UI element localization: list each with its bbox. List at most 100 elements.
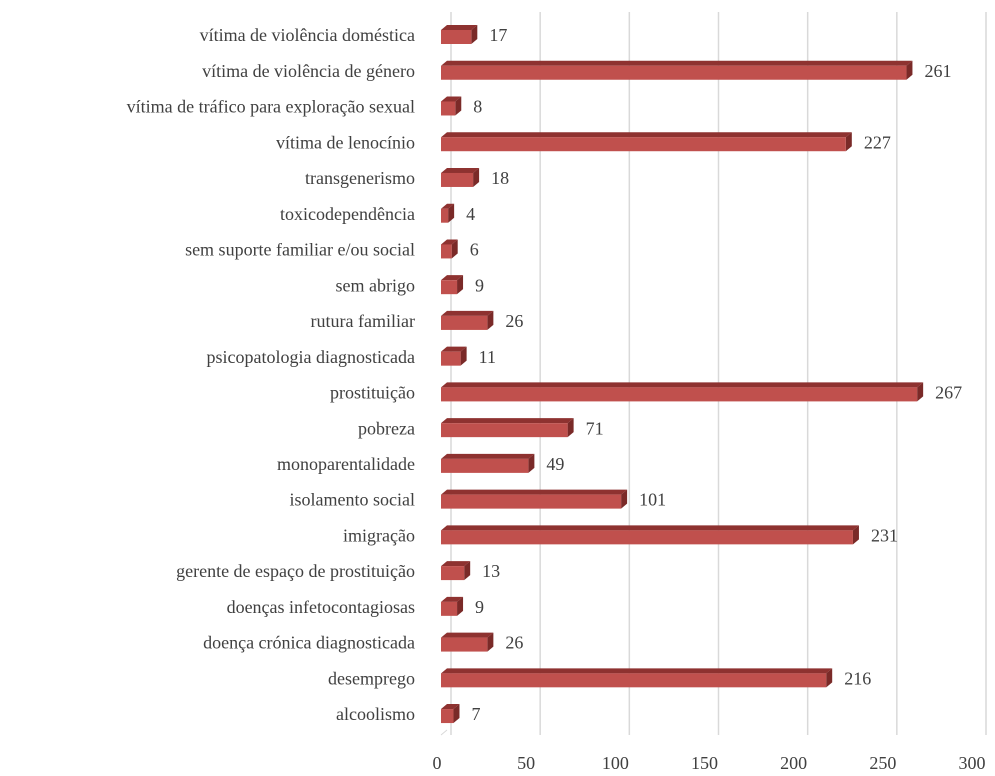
- bar-top: [441, 346, 467, 352]
- bar: [441, 167, 480, 187]
- bar-top: [441, 382, 924, 388]
- bar: [441, 704, 460, 724]
- bar-front: [441, 494, 622, 509]
- bar-side: [567, 418, 574, 438]
- y-tick-label: monoparentalidade: [277, 454, 415, 474]
- bar-side: [917, 382, 924, 402]
- bar: [441, 132, 852, 152]
- y-tick-label: gerente de espaço de prostituição: [176, 561, 415, 581]
- bar-front: [441, 351, 461, 366]
- bar-front: [441, 601, 458, 616]
- bar-front: [441, 280, 458, 295]
- bar-top: [441, 96, 462, 102]
- y-tick-label: vítima de violência de género: [202, 61, 415, 81]
- data-label: 101: [639, 490, 666, 510]
- bar-front: [441, 423, 568, 438]
- bar-top: [441, 489, 628, 495]
- y-tick-label: desemprego: [328, 668, 415, 688]
- bar-side: [826, 668, 833, 688]
- bar: [441, 25, 478, 44]
- bar-front: [441, 637, 488, 652]
- y-tick-label: toxicodependência: [280, 204, 415, 224]
- bar-top: [441, 60, 913, 66]
- bar-side: [528, 453, 535, 473]
- bar-front: [441, 101, 456, 116]
- data-label: 231: [871, 525, 898, 545]
- data-label: 8: [473, 97, 482, 117]
- bar-side: [451, 239, 458, 259]
- y-tick-label: prostituição: [330, 383, 415, 403]
- bar-front: [441, 208, 449, 223]
- bar-top: [441, 275, 464, 281]
- data-label: 9: [475, 597, 484, 617]
- bar-side: [473, 167, 480, 187]
- bar-side: [448, 203, 455, 223]
- y-tick-label: doenças infetocontagiosas: [227, 597, 415, 617]
- bar-top: [441, 704, 460, 710]
- data-label: 9: [475, 275, 484, 295]
- bar: [441, 525, 859, 545]
- bar-front: [441, 137, 846, 152]
- bar-top: [441, 668, 833, 674]
- y-tick-label: imigração: [343, 525, 415, 545]
- y-tick-label: alcoolismo: [336, 704, 415, 724]
- data-label: 4: [466, 204, 475, 224]
- bar: [441, 346, 467, 366]
- bar: [441, 60, 913, 80]
- axis-line: [440, 729, 448, 736]
- bar-side: [471, 25, 478, 44]
- bar-side: [457, 596, 464, 616]
- bar-top: [441, 167, 480, 173]
- bar-top: [441, 25, 478, 30]
- bar-side: [464, 561, 471, 581]
- bar: [441, 382, 924, 402]
- data-label: 267: [935, 383, 962, 403]
- bar-top: [441, 310, 494, 316]
- y-tick-label: pobreza: [358, 418, 415, 438]
- bar-top: [441, 239, 458, 245]
- bar-front: [441, 30, 472, 44]
- data-label: 216: [844, 668, 871, 688]
- x-tick-label: 200: [780, 753, 807, 773]
- data-label: 71: [586, 418, 604, 438]
- bar-side: [487, 632, 494, 652]
- bar-top: [441, 132, 852, 138]
- bar: [441, 275, 464, 295]
- bar-top: [441, 632, 494, 638]
- bar-side: [460, 346, 467, 366]
- y-tick-label: vítima de violência doméstica: [200, 25, 415, 45]
- data-label: 17: [489, 25, 507, 45]
- bar-side: [852, 525, 859, 545]
- bar: [441, 239, 458, 259]
- data-label: 7: [471, 704, 480, 724]
- bar-front: [441, 172, 474, 187]
- data-label: 18: [491, 168, 509, 188]
- x-tick-label: 300: [959, 753, 986, 773]
- bar: [441, 489, 628, 509]
- bar-top: [441, 525, 859, 531]
- bar-side: [487, 310, 494, 330]
- bar: [441, 561, 471, 581]
- y-tick-label: transgenerismo: [305, 168, 415, 188]
- y-tick-label: vítima de tráfico para exploração sexual: [127, 97, 415, 117]
- data-label: 13: [482, 561, 500, 581]
- x-tick-label: 150: [691, 753, 718, 773]
- x-tick-label: 50: [517, 753, 535, 773]
- data-label: 11: [479, 347, 496, 367]
- bar: [441, 632, 494, 652]
- x-tick-label: 100: [602, 753, 629, 773]
- x-tick-label: 250: [869, 753, 896, 773]
- bar-top: [441, 203, 455, 209]
- bar-front: [441, 65, 907, 80]
- y-tick-label: sem suporte familiar e/ou social: [185, 240, 415, 260]
- bar-side: [621, 489, 628, 509]
- bar-front: [441, 709, 454, 724]
- bar: [441, 453, 535, 473]
- bar-top: [441, 561, 471, 567]
- bar-front: [441, 387, 918, 402]
- bar-front: [441, 458, 529, 473]
- bar-side: [453, 704, 460, 724]
- bar: [441, 96, 462, 116]
- y-tick-label: rutura familiar: [311, 311, 415, 331]
- bar-front: [441, 530, 853, 545]
